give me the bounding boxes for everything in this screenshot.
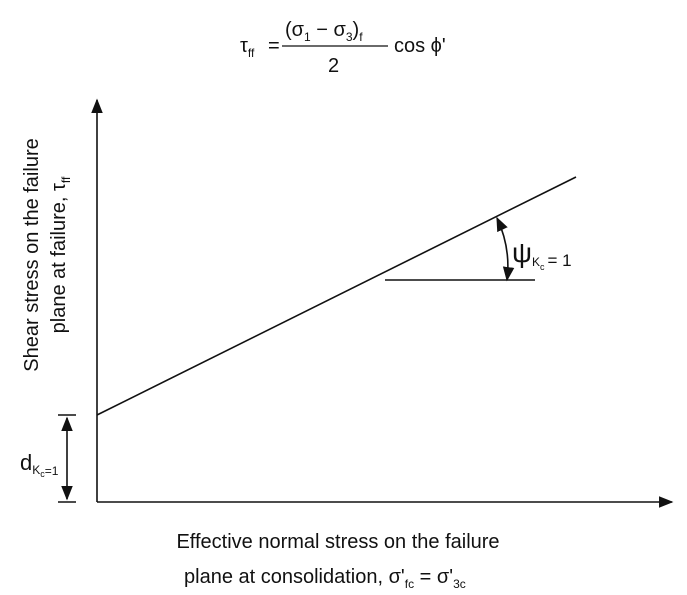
d-symbol: d xyxy=(20,450,32,475)
num-sub3: 3 xyxy=(346,30,353,44)
tau-sub: ff xyxy=(248,46,255,60)
num-minus: − σ xyxy=(311,19,347,41)
d-tail: =1 xyxy=(45,464,59,478)
x-label-main: plane at consolidation, σ' xyxy=(184,566,405,588)
y-label-sub: ff xyxy=(59,176,73,183)
tau: τ xyxy=(240,35,248,57)
psi: ψ xyxy=(512,237,532,268)
x-label-sub1: fc xyxy=(405,577,414,591)
x-label-mid: = σ' xyxy=(414,566,453,588)
intercept-label: dKc=1 xyxy=(20,450,59,479)
y-label-line1: Shear stress on the failure xyxy=(21,138,43,371)
d-subsub: c xyxy=(40,469,45,479)
num-sub1: 1 xyxy=(304,30,311,44)
formula-equals: = xyxy=(268,35,280,57)
failure-envelope xyxy=(96,176,577,416)
formula-tail: cos ϕ' xyxy=(394,35,446,57)
x-label-line2: plane at consolidation, σ'fc = σ'3c xyxy=(184,566,466,591)
y-label-main: plane at failure, τ xyxy=(48,183,70,333)
formula-denominator: 2 xyxy=(328,55,339,77)
angle-label: ψKc = 1 xyxy=(512,237,572,272)
y-label-line2: plane at failure, τff xyxy=(48,176,73,333)
psi-subsub: c xyxy=(540,262,545,272)
x-label-line1: Effective normal stress on the failure xyxy=(176,531,499,553)
num-close: ) xyxy=(353,19,360,41)
x-label-sub2: 3c xyxy=(453,577,466,591)
psi-tail: = 1 xyxy=(547,251,571,270)
num-sub-f: f xyxy=(359,30,363,44)
psi-sub: K xyxy=(532,255,540,269)
formula-lhs: τff xyxy=(240,35,255,60)
y-axis-label: Shear stress on the failure plane at fai… xyxy=(21,138,73,371)
d-sub: K xyxy=(32,463,40,477)
num-open: (σ xyxy=(285,19,305,41)
angle-arc xyxy=(496,216,515,282)
formula-numerator: (σ1 − σ3)f xyxy=(285,19,363,44)
